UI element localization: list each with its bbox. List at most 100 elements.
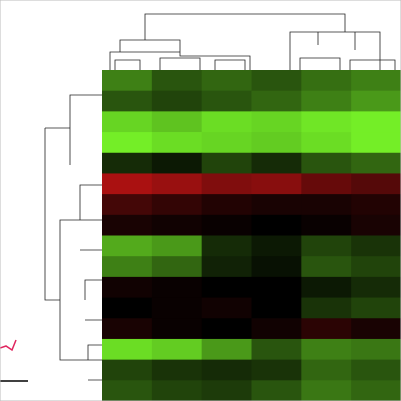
heatmap-cell — [102, 152, 153, 174]
heatmap-cell — [301, 132, 352, 154]
heatmap-cell — [151, 173, 203, 195]
heatmap-cell — [102, 318, 153, 340]
heatmap-cell — [251, 235, 302, 257]
heatmap-cell — [201, 132, 252, 154]
heatmap-cell — [201, 111, 252, 133]
heatmap-cell — [351, 256, 401, 278]
heatmap-cell — [251, 90, 302, 112]
heatmap-cell — [251, 132, 302, 154]
heatmap-cell — [301, 338, 352, 361]
heatmap-cell — [201, 359, 252, 381]
heatmap-cell — [251, 380, 302, 401]
heatmap-cell — [351, 359, 401, 381]
heatmap-cell — [301, 214, 352, 236]
heatmap-cell — [301, 380, 352, 401]
heatmap-cell — [351, 111, 401, 133]
heatmap-cell — [351, 297, 401, 319]
heatmap-cell — [201, 235, 252, 257]
heatmap-cell — [251, 276, 302, 299]
heatmap-cell — [102, 256, 153, 278]
heatmap-cell — [201, 214, 252, 236]
heatmap-cell — [351, 318, 401, 340]
heatmap-cell — [151, 132, 203, 154]
heatmap-cell — [201, 380, 252, 401]
heatmap-cell — [251, 359, 302, 381]
heatmap-cell — [151, 90, 203, 112]
heatmap-cell — [301, 70, 352, 92]
heatmap-cell — [151, 214, 203, 236]
heatmap-cell — [351, 152, 401, 174]
heatmap-cell — [151, 276, 203, 299]
heatmap-cell — [301, 318, 352, 340]
heatmap-cell — [102, 132, 153, 154]
heatmap-cell — [251, 173, 302, 195]
heatmap-cell — [301, 256, 352, 278]
heatmap-cell — [201, 194, 252, 216]
heatmap-cell — [151, 256, 203, 278]
heatmap-cell — [301, 111, 352, 133]
heatmap-cell — [351, 194, 401, 216]
heatmap-cell — [351, 338, 401, 361]
heatmap-cell — [151, 297, 203, 319]
heatmap-cell — [301, 359, 352, 381]
heatmap-cell — [301, 276, 352, 299]
heatmap-cell — [301, 235, 352, 257]
heatmap-cell — [102, 111, 153, 133]
heatmap-cell — [251, 111, 302, 133]
column-dendrogram — [109, 13, 396, 70]
heatmap-cell — [251, 214, 302, 236]
heatmap-cell — [102, 297, 153, 319]
heatmap-cell — [201, 318, 252, 340]
row-dendrogram — [44, 94, 102, 381]
heatmap-cell — [102, 235, 153, 257]
heatmap-cell — [301, 173, 352, 195]
heatmap-cell — [102, 276, 153, 299]
heatmap-cell — [102, 214, 153, 236]
heatmap-cell — [151, 338, 203, 361]
heatmap-cell — [201, 152, 252, 174]
heatmap-cell — [251, 152, 302, 174]
heatmap-cell — [301, 297, 352, 319]
heatmap-cell — [151, 152, 203, 174]
heatmap-cell — [301, 152, 352, 174]
heatmap-cell — [102, 70, 153, 92]
heatmap-cell — [251, 297, 302, 319]
heatmap-cell — [151, 194, 203, 216]
heatmap-cell — [102, 359, 153, 381]
heatmap-cell — [151, 70, 203, 92]
heatmap-cell — [102, 338, 153, 361]
heatmap-cell — [301, 194, 352, 216]
heatmap-cell — [251, 70, 302, 92]
heatmap-cell — [201, 338, 252, 361]
heatmap-cell — [351, 235, 401, 257]
heatmap-cell — [201, 276, 252, 299]
heatmap-cell — [351, 173, 401, 195]
heatmap-cell — [102, 90, 153, 112]
heatmap-cell — [102, 380, 153, 401]
heatmap-cell — [151, 111, 203, 133]
heatmap-cell — [251, 338, 302, 361]
heatmap-cell — [251, 194, 302, 216]
heatmap-cell — [351, 276, 401, 299]
heatmap-cell — [201, 297, 252, 319]
heatmap-cell — [151, 359, 203, 381]
heatmap-cell — [351, 90, 401, 112]
heatmap-cell — [201, 90, 252, 112]
heatmap-cell — [151, 318, 203, 340]
heatmap-cell — [201, 256, 252, 278]
heatmap-cell — [102, 173, 153, 195]
heatmap-cell — [301, 90, 352, 112]
heatmap-cell — [151, 380, 203, 401]
heatmap-cell — [351, 380, 401, 401]
heatmap-cell — [351, 214, 401, 236]
heatmap-cell — [201, 70, 252, 92]
heatmap-cell — [251, 256, 302, 278]
heatmap-cell — [102, 194, 153, 216]
heatmap-cell — [201, 173, 252, 195]
heatmap-cell — [251, 318, 302, 340]
heatmap-cell — [351, 132, 401, 154]
heatmap-cell — [151, 235, 203, 257]
color-key-fragment — [0, 339, 28, 382]
